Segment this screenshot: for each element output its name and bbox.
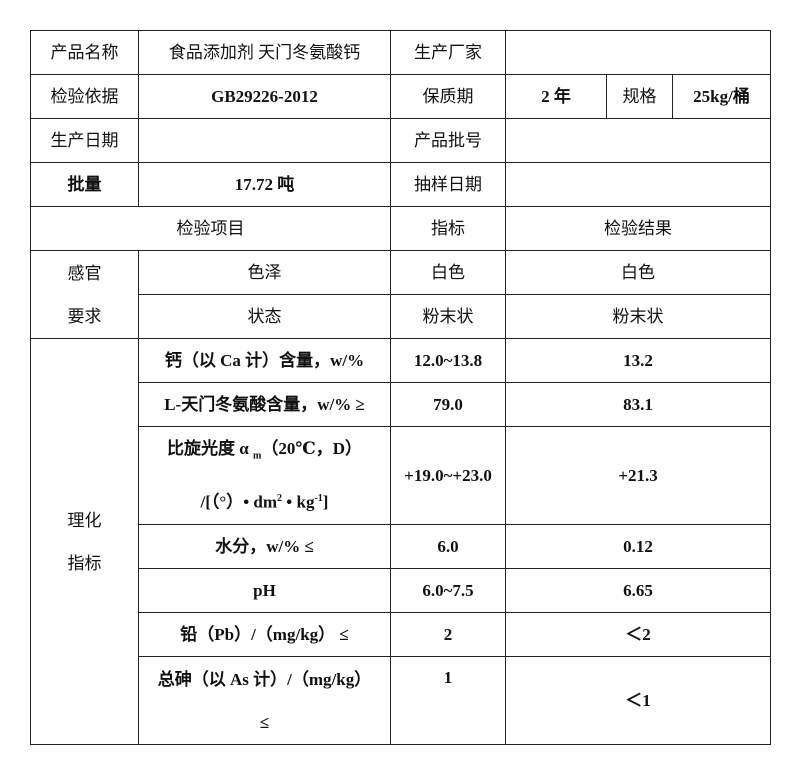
spec-cell: +19.0~+23.0 [390, 425, 506, 526]
item-text: 比旋光度 α [167, 439, 249, 458]
manufacturer-label: 生产厂家 [390, 30, 506, 75]
physchem-group-label: 理化 指标 [30, 337, 139, 746]
row-standard: 检验依据 GB29226-2012 保质期 2 年 规格 25kg/桶 [30, 74, 771, 119]
result-cell: 粉末状 [505, 294, 771, 339]
spec-cell: 粉末状 [390, 294, 506, 339]
manufacturer-value [505, 30, 771, 75]
physchem-group-line1: 理化 [67, 510, 102, 530]
item-subscript: m [253, 450, 262, 462]
spec-cell: 6.0~7.5 [390, 568, 506, 614]
table-row: L-天门冬氨酸含量，w/% ≥ 79.0 83.1 [31, 382, 771, 427]
result-cell: 0.12 [505, 524, 771, 570]
spec-cell: 79.0 [390, 382, 506, 427]
result-cell: ＜2 [505, 612, 771, 658]
sensory-group-line1: 感官 [67, 263, 102, 283]
sensory-group-label: 感官 要求 [30, 250, 139, 339]
sampling-date-value [505, 162, 771, 207]
item-text: 总砷（以 As 计）/（mg/kg） [157, 669, 372, 689]
column-header-item: 检验项目 [30, 206, 391, 251]
batch-qty-value: 17.72 吨 [138, 162, 391, 207]
item-cell: 钙（以 Ca 计）含量，w/% [138, 338, 391, 383]
item-cell: pH [138, 568, 391, 614]
column-header-spec: 指标 [390, 206, 506, 251]
standard-label: 检验依据 [30, 74, 139, 119]
spec-cell: 6.0 [390, 524, 506, 570]
product-name-value: 食品添加剂 天门冬氨酸钙 [138, 30, 391, 75]
table-row: 状态 粉末状 粉末状 [31, 294, 771, 339]
result-cell: 83.1 [505, 382, 771, 427]
item-cell: L-天门冬氨酸含量，w/% ≥ [138, 382, 391, 427]
item-cell: 总砷（以 As 计）/（mg/kg） ≤ [138, 656, 391, 746]
row-product-name: 产品名称 食品添加剂 天门冬氨酸钙 生产厂家 [30, 30, 771, 75]
spec-cell: 2 [390, 612, 506, 658]
result-cell: 白色 [505, 250, 771, 295]
production-date-value [138, 118, 391, 163]
production-date-label: 生产日期 [30, 118, 139, 163]
physchem-group-line2: 指标 [67, 553, 102, 573]
spec-value: 25kg/桶 [672, 74, 771, 119]
table-row: 感官要求 色泽 白色 白色 [30, 250, 771, 339]
spec-cell: 白色 [390, 250, 506, 295]
spec-cell: 12.0~13.8 [390, 338, 506, 383]
item-cell: 铅（Pb）/（mg/kg） ≤ [138, 612, 391, 658]
result-cell: 13.2 [505, 338, 771, 383]
table-row: 总砷（以 As 计）/（mg/kg） ≤ 1 ＜1 [31, 656, 771, 746]
batch-no-label: 产品批号 [390, 118, 506, 163]
sampling-date-label: 抽样日期 [390, 162, 506, 207]
shelf-life-value: 2 年 [505, 74, 607, 119]
item-cell: 比旋光度 α m（20℃，D） /[（°）• dm2 • kg-1] [138, 425, 391, 526]
item-cell: 水分，w/% ≤ [138, 524, 391, 570]
item-text: ] [322, 493, 329, 513]
spec-cell: 1 [390, 656, 506, 746]
item-superscript: -1 [314, 493, 323, 505]
column-header-result: 检验结果 [505, 206, 771, 251]
item-cell: 状态 [138, 294, 391, 339]
item-text: ≤ [259, 712, 270, 732]
standard-value: GB29226-2012 [138, 74, 391, 119]
product-name-label: 产品名称 [30, 30, 139, 75]
table-row: 水分，w/% ≤ 6.0 0.12 [31, 524, 771, 570]
shelf-life-label: 保质期 [390, 74, 506, 119]
result-cell: 6.65 [505, 568, 771, 614]
result-cell: +21.3 [505, 425, 771, 526]
table-row: 铅（Pb）/（mg/kg） ≤ 2 ＜2 [31, 612, 771, 658]
table-row: 理化指标 钙（以 Ca 计）含量，w/% 12.0~13.8 13.2 [30, 337, 771, 746]
table-row: 比旋光度 α m（20℃，D） /[（°）• dm2 • kg-1] +19.0~… [31, 425, 771, 526]
column-header-row: 检验项目 指标 检验结果 [30, 206, 771, 251]
batch-qty-label: 批量 [30, 162, 139, 207]
result-cell: ＜1 [505, 656, 771, 746]
spec-label: 规格 [606, 74, 673, 119]
item-text: （20℃，D） [261, 439, 362, 458]
item-text: • kg [282, 493, 315, 513]
item-text: /[（°）• dm [200, 493, 278, 513]
row-production-date: 生产日期 产品批号 [30, 118, 771, 163]
item-cell: 色泽 [138, 250, 391, 295]
item-superscript: 2 [277, 493, 283, 505]
table-row: pH 6.0~7.5 6.65 [31, 568, 771, 614]
sensory-group-line2: 要求 [67, 306, 102, 326]
batch-no-value [505, 118, 771, 163]
row-batch-qty: 批量 17.72 吨 抽样日期 [30, 162, 771, 207]
inspection-report-table: 产品名称 食品添加剂 天门冬氨酸钙 生产厂家 检验依据 GB29226-2012… [30, 30, 771, 746]
